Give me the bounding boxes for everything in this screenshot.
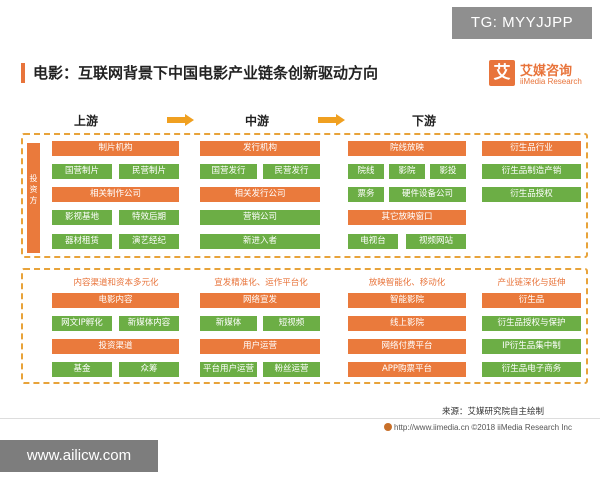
watermark-bottom: www.ailicw.com xyxy=(0,440,158,472)
box-derivatives-manufacturing: 衍生品制造产销 xyxy=(482,164,581,179)
box-film-content: 电影内容 xyxy=(52,293,179,308)
box-state-production: 国营制片 xyxy=(52,164,112,179)
box-smart-cinema: 智能影院 xyxy=(348,293,466,308)
box-crowdfunding: 众筹 xyxy=(119,362,179,377)
col-title-screening: 放映智能化、移动化 xyxy=(368,278,446,288)
copyright-icon xyxy=(384,423,392,431)
box-online-cinema: 线上影院 xyxy=(348,316,466,331)
value-chain-container xyxy=(21,133,588,258)
stage-midstream: 中游 xyxy=(245,114,270,128)
box-cinema-investment: 影投 xyxy=(430,164,466,179)
title-accent-bar xyxy=(21,63,25,83)
col-title-derivatives: 产业链深化与延伸 xyxy=(497,278,566,288)
col-title-content: 内容渠道和资本多元化 xyxy=(73,278,159,288)
box-derivatives: 衍生品 xyxy=(482,293,581,308)
box-new-media: 新媒体 xyxy=(200,316,257,331)
logo-name: 艾媒咨询 xyxy=(520,64,573,79)
box-vfx-post: 特效后期 xyxy=(119,210,179,225)
stage-upstream: 上游 xyxy=(74,114,99,128)
box-ip-centralized: IP衍生品集中制 xyxy=(482,339,581,354)
box-app-ticketing: APP购票平台 xyxy=(348,362,466,377)
box-licensing-protection: 衍生品授权与保护 xyxy=(482,316,581,331)
arrow-right-icon xyxy=(318,114,345,126)
box-other-windows: 其它放映窗口 xyxy=(348,210,466,225)
box-fan-ops: 粉丝运营 xyxy=(263,362,320,377)
box-equipment-rental: 器材租赁 xyxy=(52,234,112,249)
box-investment-channels: 投资渠道 xyxy=(52,339,179,354)
col-title-distribution: 宣发精准化、运作平台化 xyxy=(214,278,308,288)
arrow-right-icon xyxy=(167,114,194,126)
stage-downstream: 下游 xyxy=(412,114,437,128)
innovation-container xyxy=(21,268,588,384)
box-theater: 影院 xyxy=(389,164,425,179)
box-talent-agency: 演艺经纪 xyxy=(119,234,179,249)
box-private-production: 民营制片 xyxy=(119,164,179,179)
box-new-entrants: 新进入者 xyxy=(200,234,320,249)
box-video-site: 视频网站 xyxy=(406,234,466,249)
box-short-video: 短视频 xyxy=(263,316,320,331)
investor-side-label: 投资方 xyxy=(27,143,40,253)
box-platform-user-ops: 平台用户运营 xyxy=(200,362,257,377)
box-user-operations: 用户运营 xyxy=(200,339,320,354)
page-title: 电影：互联网背景下中国电影产业链条创新驱动方向 xyxy=(33,64,379,82)
box-cinema-chain: 院线 xyxy=(348,164,384,179)
box-production-org: 制片机构 xyxy=(52,141,179,156)
footer-divider xyxy=(0,418,600,419)
logo-english: iiMedia Research xyxy=(520,77,582,86)
box-ticketing: 票务 xyxy=(348,187,384,202)
footer-copyright: http://www.iimedia.cn ©2018 iiMedia Rese… xyxy=(384,423,572,432)
box-derivatives-licensing: 衍生品授权 xyxy=(482,187,581,202)
box-derivatives-industry: 衍生品行业 xyxy=(482,141,581,156)
box-online-promotion: 网络宣发 xyxy=(200,293,320,308)
box-state-distribution: 国营发行 xyxy=(200,164,257,179)
box-derivatives-ecommerce: 衍生品电子商务 xyxy=(482,362,581,377)
source-note: 来源：艾媒研究院自主绘制 xyxy=(442,407,545,417)
logo-icon: 艾 xyxy=(489,60,515,86)
box-marketing-company: 营销公司 xyxy=(200,210,320,225)
box-web-novel-ip: 网文IP孵化 xyxy=(52,316,112,331)
box-film-base: 影视基地 xyxy=(52,210,112,225)
box-fund: 基金 xyxy=(52,362,112,377)
box-new-media-content: 新媒体内容 xyxy=(119,316,179,331)
watermark-top: TG: MYYJJPP xyxy=(452,7,592,39)
box-distribution-org: 发行机构 xyxy=(200,141,320,156)
box-paid-platform: 网络付费平台 xyxy=(348,339,466,354)
box-distribution-company: 相关发行公司 xyxy=(200,187,320,202)
box-hardware-company: 硬件设备公司 xyxy=(389,187,466,202)
box-tv-station: 电视台 xyxy=(348,234,398,249)
box-private-distribution: 民营发行 xyxy=(263,164,320,179)
footer-text: http://www.iimedia.cn ©2018 iiMedia Rese… xyxy=(394,423,572,432)
box-production-company: 相关制作公司 xyxy=(52,187,179,202)
box-cinema-screening: 院线放映 xyxy=(348,141,466,156)
